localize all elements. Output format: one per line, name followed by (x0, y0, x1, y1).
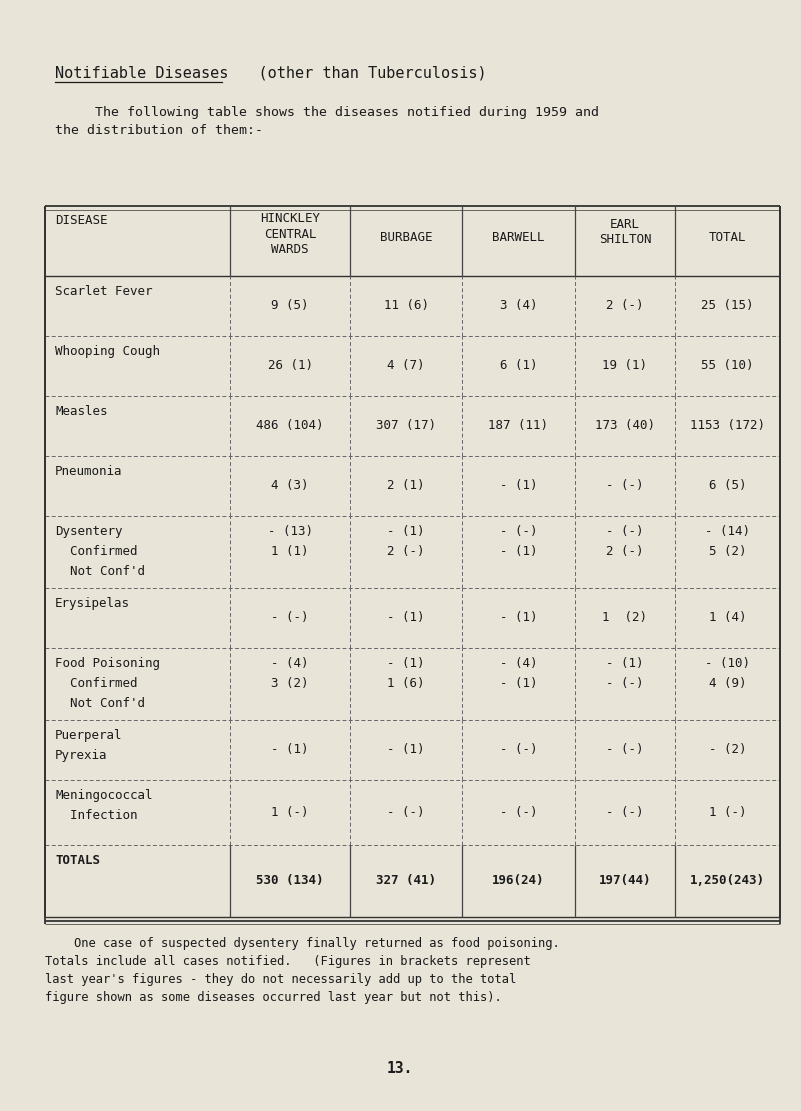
Text: BURBAGE: BURBAGE (380, 231, 433, 244)
Text: 26 (1): 26 (1) (268, 360, 312, 372)
Text: 2 (-): 2 (-) (606, 546, 644, 558)
Text: - (-): - (-) (606, 480, 644, 492)
Text: - (1): - (1) (500, 677, 537, 690)
Text: 4 (3): 4 (3) (272, 480, 308, 492)
Text: - (-): - (-) (606, 526, 644, 538)
Text: DISEASE: DISEASE (55, 214, 107, 227)
Text: 55 (10): 55 (10) (701, 360, 754, 372)
Text: - (1): - (1) (387, 657, 425, 670)
Text: - (4): - (4) (272, 657, 308, 670)
Text: 2 (-): 2 (-) (606, 300, 644, 312)
Text: - (1): - (1) (500, 480, 537, 492)
Text: 1 (1): 1 (1) (272, 546, 308, 558)
Text: 1,250(243): 1,250(243) (690, 874, 765, 888)
Text: 3 (4): 3 (4) (500, 300, 537, 312)
Text: 1 (-): 1 (-) (709, 805, 747, 819)
Text: 11 (6): 11 (6) (384, 300, 429, 312)
Text: - (-): - (-) (500, 526, 537, 538)
Text: - (-): - (-) (606, 805, 644, 819)
Text: Whooping Cough: Whooping Cough (55, 346, 160, 358)
Text: The following table shows the diseases notified during 1959 and
the distribution: The following table shows the diseases n… (55, 106, 599, 137)
Text: Pneumonia: Pneumonia (55, 466, 123, 478)
Text: - (1): - (1) (387, 611, 425, 624)
Text: Dysentery: Dysentery (55, 526, 123, 538)
Text: Erysipelas: Erysipelas (55, 597, 130, 610)
Text: 5 (2): 5 (2) (709, 546, 747, 558)
Text: - (-): - (-) (606, 677, 644, 690)
Text: - (13): - (13) (268, 526, 312, 538)
Text: - (-): - (-) (272, 611, 308, 624)
Text: 4 (9): 4 (9) (709, 677, 747, 690)
Text: Notifiable Diseases: Notifiable Diseases (55, 66, 228, 81)
Text: - (-): - (-) (500, 743, 537, 757)
Text: 4 (7): 4 (7) (387, 360, 425, 372)
Text: HINCKLEY
CENTRAL
WARDS: HINCKLEY CENTRAL WARDS (260, 212, 320, 256)
Text: Confirmed: Confirmed (55, 677, 138, 690)
Text: Meningococcal: Meningococcal (55, 789, 152, 802)
Text: Confirmed: Confirmed (55, 546, 138, 558)
Text: TOTALS: TOTALS (55, 854, 100, 867)
Text: 13.: 13. (387, 1061, 413, 1075)
Text: 9 (5): 9 (5) (272, 300, 308, 312)
Text: (other than Tuberculosis): (other than Tuberculosis) (222, 66, 487, 81)
Text: - (1): - (1) (606, 657, 644, 670)
Text: 187 (11): 187 (11) (489, 420, 549, 432)
Text: - (1): - (1) (387, 526, 425, 538)
Text: 19 (1): 19 (1) (602, 360, 647, 372)
Text: 3 (2): 3 (2) (272, 677, 308, 690)
Text: One case of suspected dysentery finally returned as food poisoning.
Totals inclu: One case of suspected dysentery finally … (45, 937, 560, 1004)
Text: 327 (41): 327 (41) (376, 874, 436, 888)
Text: 197(44): 197(44) (599, 874, 651, 888)
Text: Not Conf'd: Not Conf'd (55, 697, 145, 710)
Text: - (1): - (1) (500, 546, 537, 558)
Text: - (4): - (4) (500, 657, 537, 670)
Text: Scarlet Fever: Scarlet Fever (55, 286, 152, 298)
Text: Measles: Measles (55, 406, 107, 418)
Text: 1 (4): 1 (4) (709, 611, 747, 624)
Text: - (1): - (1) (500, 611, 537, 624)
Text: Food Poisoning: Food Poisoning (55, 657, 160, 670)
Text: - (-): - (-) (606, 743, 644, 757)
Text: 2 (1): 2 (1) (387, 480, 425, 492)
Text: - (14): - (14) (705, 526, 750, 538)
Text: 6 (5): 6 (5) (709, 480, 747, 492)
Text: 486 (104): 486 (104) (256, 420, 324, 432)
Text: BARWELL: BARWELL (493, 231, 545, 244)
Text: 6 (1): 6 (1) (500, 360, 537, 372)
Text: - (1): - (1) (387, 743, 425, 757)
Text: 530 (134): 530 (134) (256, 874, 324, 888)
Text: Not Conf'd: Not Conf'd (55, 565, 145, 578)
Text: 1  (2): 1 (2) (602, 611, 647, 624)
Text: - (-): - (-) (500, 805, 537, 819)
Text: Infection: Infection (55, 809, 138, 822)
Text: 307 (17): 307 (17) (376, 420, 436, 432)
Text: - (2): - (2) (709, 743, 747, 757)
Text: 196(24): 196(24) (493, 874, 545, 888)
Text: 2 (-): 2 (-) (387, 546, 425, 558)
Text: - (-): - (-) (387, 805, 425, 819)
Text: 1 (-): 1 (-) (272, 805, 308, 819)
Text: - (1): - (1) (272, 743, 308, 757)
Text: TOTAL: TOTAL (709, 231, 747, 244)
Text: 1 (6): 1 (6) (387, 677, 425, 690)
Text: Puerperal: Puerperal (55, 729, 123, 742)
Text: Pyrexia: Pyrexia (55, 749, 107, 762)
Text: 1153 (172): 1153 (172) (690, 420, 765, 432)
Text: 173 (40): 173 (40) (595, 420, 655, 432)
Text: 25 (15): 25 (15) (701, 300, 754, 312)
Text: EARL
SHILTON: EARL SHILTON (599, 218, 651, 247)
Text: - (10): - (10) (705, 657, 750, 670)
